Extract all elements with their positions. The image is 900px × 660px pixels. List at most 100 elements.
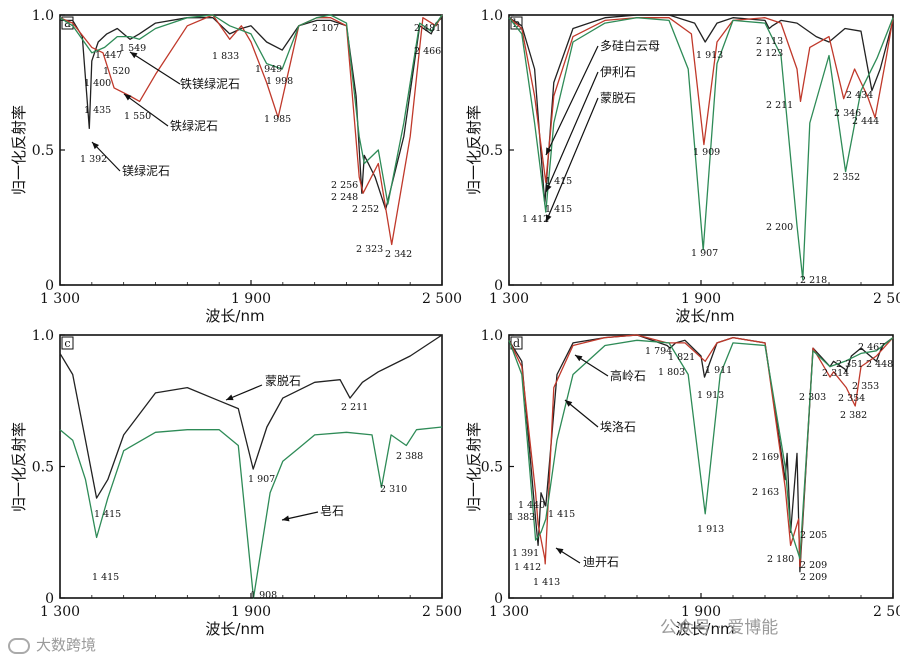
- peak-label: 2 211: [766, 100, 793, 111]
- annotation-arrow: [545, 45, 599, 156]
- peak-label: 1 911: [705, 365, 732, 376]
- arrow-head-icon: [545, 214, 552, 222]
- peak-label: 1 435: [84, 105, 111, 116]
- y-axis-label: 归一化反射率: [465, 422, 483, 512]
- peak-label: 2 467: [858, 342, 885, 353]
- x-tick-label: 1 900: [231, 291, 271, 307]
- peak-label: 1 415: [545, 176, 572, 187]
- peak-label: 1 907: [248, 474, 275, 485]
- peak-label: 1 794: [645, 346, 672, 357]
- peak-label: 2 107: [312, 23, 339, 34]
- peak-label: 1 908: [250, 590, 277, 601]
- peak-label: 2 444: [852, 116, 879, 127]
- peak-label: 2 163: [752, 487, 779, 498]
- peak-label: 1 415: [92, 572, 119, 583]
- x-axis-label: 波长/nm: [675, 620, 734, 638]
- x-tick-label: 1 300: [40, 291, 80, 307]
- y-tick-label: 0: [45, 278, 54, 294]
- peak-label: 2 123: [756, 48, 783, 59]
- mineral-annotation: 蒙脱石: [265, 373, 301, 388]
- y-axis-label: 归一化反射率: [465, 105, 483, 195]
- peak-label: 1 520: [103, 66, 130, 77]
- peak-label: 2 303: [799, 392, 826, 403]
- y-tick-label: 1.0: [32, 328, 54, 344]
- x-axis-label: 波长/nm: [675, 307, 734, 325]
- y-tick-label: 1.0: [481, 328, 503, 344]
- x-tick-label: 1 900: [231, 604, 271, 620]
- y-tick-label: 0: [45, 591, 54, 607]
- peak-label: 1 413: [533, 577, 560, 588]
- peak-label: 1 440: [518, 500, 545, 511]
- peak-label: 2 481: [414, 23, 441, 34]
- peak-label: 1 549: [119, 43, 146, 54]
- watermark-right-text: 公众号 · 爱博能: [660, 618, 779, 638]
- arrow-head-icon: [282, 515, 290, 522]
- peak-label: 1 412: [522, 214, 549, 225]
- y-tick-label: 1.0: [481, 8, 503, 24]
- peak-label: 1 949: [255, 64, 282, 75]
- peak-label: 2 448: [866, 359, 893, 370]
- annotation-arrow: [564, 399, 599, 428]
- series-line-镁绿泥石: [60, 17, 443, 211]
- series-line-铁镁绿泥石: [59, 14, 443, 205]
- peak-label: 1 909: [693, 147, 720, 158]
- peak-label: 2 310: [380, 484, 407, 495]
- watermark-left-text: 大数跨境: [36, 636, 97, 654]
- peak-label: 1 913: [697, 390, 724, 401]
- peak-label: 2 256: [331, 180, 358, 191]
- peak-label: 1 400: [84, 78, 111, 89]
- arrow-head-icon: [565, 400, 573, 407]
- peak-label: 1 913: [697, 524, 724, 535]
- y-tick-label: 0.5: [481, 460, 503, 476]
- mineral-annotation: 高岭石: [610, 368, 646, 383]
- peak-label: 2 209: [800, 572, 827, 583]
- peak-label: 2 351: [836, 359, 863, 370]
- series-line-埃洛石: [508, 337, 894, 560]
- peak-label: 2 382: [840, 410, 867, 421]
- peak-label: 1 415: [94, 509, 121, 520]
- watermark-right: 公众号 · 爱博能: [660, 613, 778, 638]
- peak-label: 2 353: [852, 381, 879, 392]
- peak-label: 2 209: [800, 560, 827, 571]
- annotation-arrow: [129, 51, 181, 85]
- peak-label: 1 391: [512, 548, 539, 559]
- arrow-head-icon: [124, 94, 132, 101]
- peak-label: 1 415: [548, 509, 575, 520]
- peak-label: 2 354: [838, 393, 865, 404]
- series-line-多硅白云母: [508, 14, 894, 205]
- series-line-铁绿泥石: [59, 14, 443, 246]
- mineral-annotation: 迪开石: [583, 555, 619, 569]
- peak-label: 1 803: [658, 367, 685, 378]
- peak-label: 2 352: [833, 172, 860, 183]
- peak-label: 2 211: [341, 402, 368, 413]
- peak-label: 1 985: [264, 114, 291, 125]
- x-tick-label: 1 900: [681, 291, 721, 307]
- peak-label: 1 821: [668, 352, 695, 363]
- mineral-annotation: 多硅白云母: [600, 38, 660, 53]
- y-tick-label: 0: [494, 591, 503, 607]
- x-axis-label: 波长/nm: [205, 620, 264, 638]
- peak-label: 1 383: [508, 512, 535, 523]
- peak-label: 2 388: [396, 451, 423, 462]
- x-tick-label: 1 900: [681, 604, 721, 620]
- chart-panel-c: c 1 300 1 900 2 500 0 0.5 1.0 波长/nm 归一化反射率 1 415 1…: [10, 328, 462, 638]
- arrow-head-icon: [575, 355, 583, 362]
- y-axis-label: 归一化反射率: [10, 105, 28, 195]
- peak-label: 1 550: [124, 111, 151, 122]
- watermark-left: 大数跨境: [8, 634, 96, 655]
- peak-label: 2 346: [834, 108, 861, 119]
- panel-letter: a: [64, 17, 71, 30]
- peak-label: 1 415: [545, 204, 572, 215]
- arrow-head-icon: [130, 52, 138, 59]
- x-tick-label: 2 500: [873, 291, 900, 307]
- mineral-annotation: 铁绿泥石: [170, 118, 218, 133]
- peak-label: 2 169: [752, 452, 779, 463]
- peak-label: 2 342: [385, 249, 412, 260]
- chart-panel-a: a 1 300 1 900 2 500 0 0.5 1.0 波长/nm 归一化反射率 1 392 1…: [10, 8, 462, 325]
- arrow-head-icon: [92, 142, 100, 150]
- series-line-皂石: [59, 426, 443, 599]
- y-tick-label: 0.5: [32, 460, 54, 476]
- mineral-annotation: 蒙脱石: [600, 90, 636, 105]
